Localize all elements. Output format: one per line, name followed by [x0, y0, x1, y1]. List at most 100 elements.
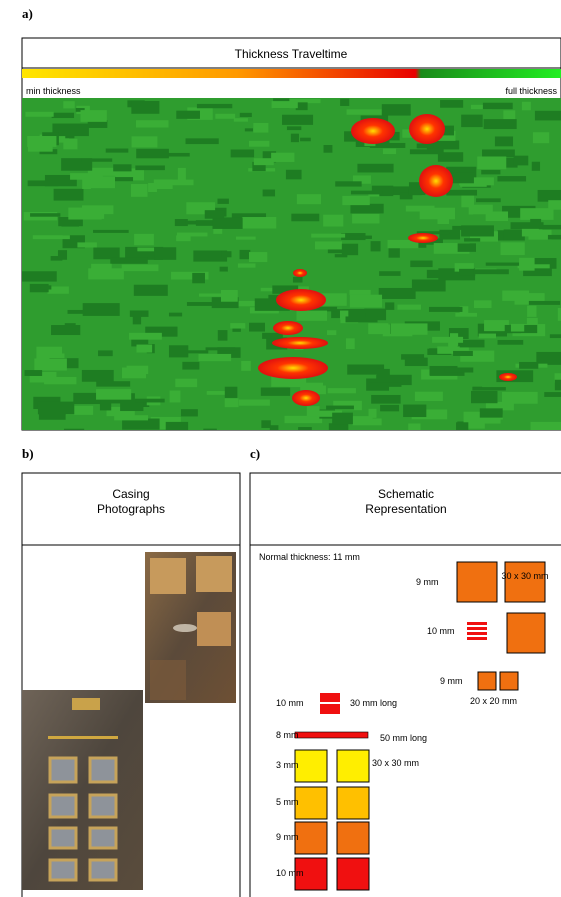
texture — [154, 247, 176, 260]
texture — [403, 405, 426, 417]
texture — [326, 406, 354, 410]
texture — [417, 143, 434, 148]
annotation: 30 x 30 mm — [501, 571, 548, 581]
texture — [519, 258, 535, 271]
texture — [461, 115, 483, 127]
texture — [473, 269, 509, 274]
texture — [169, 313, 182, 317]
texture — [98, 350, 113, 356]
texture — [215, 114, 235, 119]
texture — [148, 183, 157, 192]
photo — [22, 690, 143, 890]
texture — [324, 145, 333, 153]
texture — [82, 205, 113, 214]
texture — [503, 110, 515, 120]
texture — [352, 214, 379, 224]
texture — [342, 244, 358, 255]
panel-title: Photographs — [97, 502, 165, 516]
annotation: 30 x 30 mm — [372, 758, 419, 768]
texture — [230, 323, 245, 328]
texture — [432, 337, 463, 343]
texture — [213, 217, 243, 229]
texture — [420, 208, 455, 220]
texture — [240, 113, 252, 117]
texture — [445, 367, 474, 372]
texture — [176, 111, 200, 119]
texture — [68, 310, 85, 314]
figure: a) Thickness Traveltime min thickness fu… — [0, 0, 561, 897]
scale-max-label: full thickness — [505, 86, 557, 96]
annotation: 5 mm — [276, 797, 299, 807]
texture — [220, 267, 228, 272]
texture — [225, 387, 238, 398]
texture — [285, 416, 323, 423]
texture — [241, 361, 251, 371]
texture — [225, 398, 239, 407]
texture — [415, 392, 443, 401]
texture — [437, 216, 449, 224]
texture — [36, 347, 62, 359]
texture — [347, 109, 382, 114]
texture — [287, 126, 301, 130]
texture — [522, 229, 539, 237]
texture — [236, 237, 256, 240]
texture — [231, 150, 254, 158]
texture — [239, 400, 270, 406]
texture — [327, 330, 336, 335]
texture — [482, 149, 515, 157]
texture — [332, 413, 353, 424]
texture — [530, 219, 541, 224]
texture — [346, 338, 355, 349]
texture — [217, 199, 228, 204]
texture — [91, 264, 112, 272]
texture — [80, 110, 106, 122]
texture — [254, 158, 274, 165]
texture — [329, 423, 348, 434]
texture — [291, 214, 319, 222]
texture — [271, 153, 294, 162]
texture — [429, 348, 438, 353]
texture — [379, 271, 400, 276]
texture — [410, 261, 432, 268]
texture — [131, 184, 148, 197]
texture — [527, 306, 536, 317]
texture — [82, 370, 114, 382]
texture — [41, 285, 52, 289]
texture — [238, 263, 256, 267]
texture — [129, 333, 162, 340]
texture — [83, 303, 120, 316]
annotation: 10 mm — [427, 626, 455, 636]
texture — [455, 313, 477, 317]
photo — [145, 552, 236, 703]
texture — [169, 345, 188, 357]
texture — [175, 379, 197, 387]
texture — [481, 170, 500, 174]
panel-title: Casing — [112, 487, 149, 501]
texture — [249, 141, 269, 147]
texture — [328, 388, 356, 393]
texture — [136, 345, 152, 353]
annotation: 3 mm — [276, 760, 299, 770]
texture — [550, 334, 561, 338]
texture — [245, 128, 253, 131]
texture — [458, 243, 476, 251]
texture — [234, 118, 248, 122]
texture — [38, 402, 74, 415]
texture — [106, 149, 129, 153]
texture — [352, 416, 373, 420]
annotation: 10 mm — [276, 698, 304, 708]
panel-title: Schematic — [378, 487, 434, 501]
texture — [471, 391, 497, 403]
texture — [382, 104, 411, 115]
texture — [25, 370, 43, 376]
texture — [346, 316, 378, 322]
texture — [199, 293, 229, 296]
texture — [371, 241, 381, 251]
texture — [483, 103, 513, 109]
texture — [181, 409, 198, 416]
texture — [459, 269, 475, 276]
texture — [486, 263, 522, 266]
texture — [270, 425, 279, 430]
texture — [383, 149, 396, 154]
texture — [371, 395, 400, 404]
